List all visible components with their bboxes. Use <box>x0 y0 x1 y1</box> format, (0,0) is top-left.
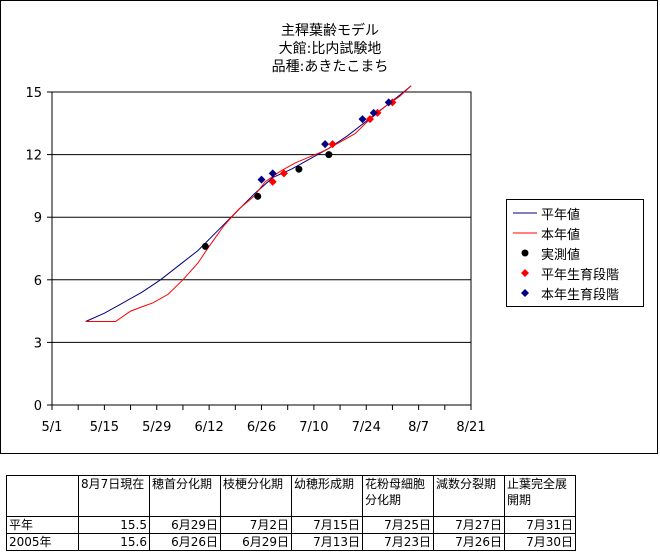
legend: 平年値 本年値 実測値 平年生育段階 本年生育段階 <box>506 199 644 307</box>
table-row-label: 2005年 <box>6 533 79 551</box>
data-point <box>268 177 277 186</box>
axes: 0 3 6 9 12 15 5/1 5/15 5/29 6/12 6/26 7/10 7/24 8/7 8/… <box>25 86 485 435</box>
grid-lines <box>52 91 471 343</box>
table-cell: 7月31日 <box>504 516 576 534</box>
data-point <box>369 108 378 117</box>
table-cell: 6月26日 <box>149 533 221 551</box>
table-row: 2005年 15.6 6月26日 6月29日 7月13日 7月23日 7月26日… <box>6 533 576 551</box>
y-tick-label: 12 <box>25 149 42 164</box>
x-tick-label: 6/26 <box>247 420 276 435</box>
data-point <box>328 140 337 149</box>
table-header-row: 8月7日現在 穂首分化期 枝梗分化期 幼穂形成期 花粉母細胞分化期 減数分裂期 … <box>6 475 576 517</box>
stage-table: 8月7日現在 穂首分化期 枝梗分化期 幼穂形成期 花粉母細胞分化期 減数分裂期 … <box>6 475 576 551</box>
table-cell: 7月13日 <box>291 533 363 551</box>
table-header-cell: 止葉完全展開期 <box>504 475 576 517</box>
table-cell: 6月29日 <box>149 516 221 534</box>
data-point <box>257 175 266 184</box>
table-header-cell: 花粉母細胞分化期 <box>362 475 434 517</box>
table-header-cell: 枝梗分化期 <box>220 475 292 517</box>
table-cell: 6月29日 <box>220 533 292 551</box>
chart-title-line-3: 品種:あきたこまち <box>271 59 389 75</box>
legend-item-normal-line: 平年値 <box>507 203 643 223</box>
legend-label: 本年生育段階 <box>541 288 620 303</box>
table-header-cell <box>6 475 79 517</box>
x-tick-label: 5/29 <box>142 420 171 435</box>
legend-label: 平年値 <box>541 208 581 223</box>
table-header-cell: 減数分裂期 <box>433 475 505 517</box>
data-point <box>279 169 288 178</box>
series-line <box>85 85 412 322</box>
y-tick-label: 0 <box>34 399 42 414</box>
x-tick-label: 7/10 <box>299 420 328 435</box>
series-layer <box>85 85 412 322</box>
data-point <box>201 242 209 250</box>
legend-item-current-line: 本年値 <box>507 223 643 243</box>
data-point <box>325 151 333 159</box>
legend-item-measured: 実測値 <box>507 243 643 263</box>
data-point <box>254 192 262 200</box>
table-cell: 7月23日 <box>362 533 434 551</box>
x-tick-label: 5/1 <box>42 420 63 435</box>
table-cell: 15.5 <box>78 516 150 534</box>
legend-label: 実測値 <box>541 248 581 263</box>
x-tick-label: 8/7 <box>408 420 429 435</box>
table-cell: 7月26日 <box>433 533 505 551</box>
legend-item-normal-stage: 平年生育段階 <box>507 263 643 283</box>
x-tick-label: 6/12 <box>195 420 224 435</box>
table-cell: 15.6 <box>78 533 150 551</box>
y-tick-label: 9 <box>34 211 42 226</box>
x-tick-label: 7/24 <box>352 420 381 435</box>
series-line <box>85 85 412 322</box>
data-point <box>268 169 277 178</box>
y-tick-label: 3 <box>34 336 42 351</box>
table-cell: 7月30日 <box>504 533 576 551</box>
table-cell: 7月25日 <box>362 516 434 534</box>
table-row: 平年 15.5 6月29日 7月2日 7月15日 7月25日 7月27日 7月3… <box>6 516 576 534</box>
table-row-label: 平年 <box>6 516 79 534</box>
data-point <box>365 115 374 124</box>
legend-item-current-stage: 本年生育段階 <box>507 283 643 303</box>
table-cell: 7月27日 <box>433 516 505 534</box>
legend-label: 本年値 <box>541 228 581 243</box>
y-tick-label: 6 <box>34 274 42 289</box>
table-header-cell: 幼穂形成期 <box>291 475 363 517</box>
x-tick-label: 5/15 <box>90 420 119 435</box>
data-point <box>384 98 393 107</box>
data-point <box>321 140 330 149</box>
chart-title-line-1: 主稈葉齢モデル <box>281 23 379 39</box>
data-point <box>358 115 367 124</box>
legend-label: 平年生育段階 <box>541 268 620 283</box>
data-point <box>295 165 303 173</box>
table-header-cell: 8月7日現在 <box>78 475 150 517</box>
x-tick-label: 8/21 <box>456 420 485 435</box>
plot-area-border <box>51 91 472 406</box>
table-cell: 7月15日 <box>291 516 363 534</box>
table-header-cell: 穂首分化期 <box>149 475 221 517</box>
chart-title-line-2: 大館:比内試験地 <box>278 41 382 57</box>
y-tick-label: 15 <box>25 86 42 101</box>
table-cell: 7月2日 <box>220 516 292 534</box>
